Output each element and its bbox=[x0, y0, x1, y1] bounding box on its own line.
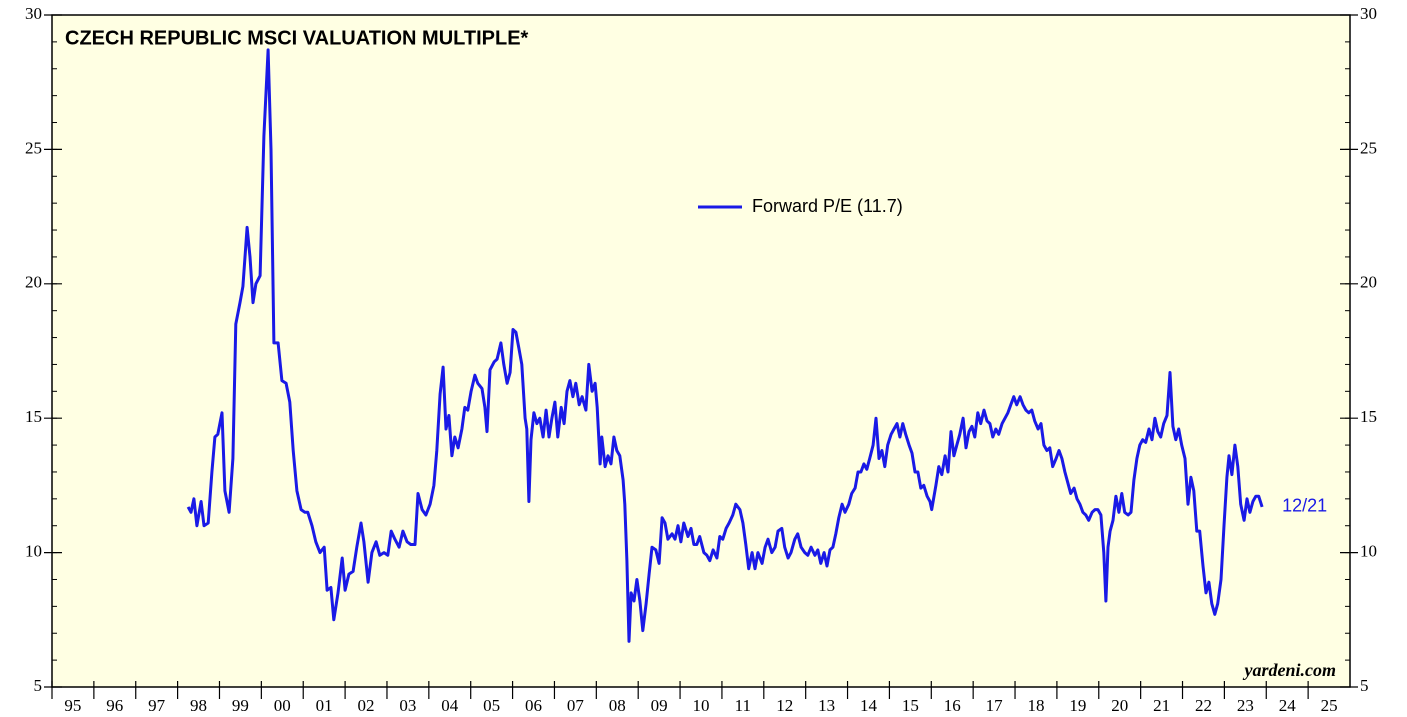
y-tick-label: 15 bbox=[25, 407, 42, 426]
y-tick-label: 5 bbox=[34, 676, 43, 695]
x-tick-label: 09 bbox=[651, 696, 668, 715]
y2-tick-label: 10 bbox=[1360, 542, 1377, 561]
x-tick-label: 07 bbox=[567, 696, 585, 715]
y2-tick-label: 25 bbox=[1360, 138, 1377, 157]
y-tick-label: 20 bbox=[25, 273, 42, 292]
y2-tick-label: 5 bbox=[1360, 676, 1369, 695]
x-tick-label: 96 bbox=[106, 696, 123, 715]
x-tick-label: 99 bbox=[232, 696, 249, 715]
legend-label: Forward P/E (11.7) bbox=[752, 196, 903, 216]
x-tick-label: 98 bbox=[190, 696, 207, 715]
x-tick-label: 08 bbox=[609, 696, 626, 715]
x-tick-label: 12 bbox=[776, 696, 793, 715]
x-tick-label: 23 bbox=[1237, 696, 1254, 715]
x-tick-label: 18 bbox=[1027, 696, 1044, 715]
x-tick-label: 21 bbox=[1153, 696, 1170, 715]
x-tick-label: 25 bbox=[1321, 696, 1338, 715]
x-tick-label: 13 bbox=[818, 696, 835, 715]
y2-tick-label: 30 bbox=[1360, 4, 1377, 23]
x-tick-label: 17 bbox=[986, 696, 1004, 715]
x-tick-label: 24 bbox=[1279, 696, 1297, 715]
series-line bbox=[186, 48, 1264, 643]
y-tick-label: 30 bbox=[25, 4, 42, 23]
x-tick-label: 06 bbox=[525, 696, 542, 715]
y2-tick-label: 15 bbox=[1360, 407, 1377, 426]
x-tick-label: 95 bbox=[64, 696, 81, 715]
chart-title: CZECH REPUBLIC MSCI VALUATION MULTIPLE* bbox=[65, 27, 529, 49]
x-tick-label: 01 bbox=[316, 696, 333, 715]
x-tick-label: 04 bbox=[441, 696, 459, 715]
x-tick-label: 97 bbox=[148, 696, 166, 715]
x-tick-label: 15 bbox=[902, 696, 919, 715]
x-tick-label: 03 bbox=[399, 696, 416, 715]
x-tick-label: 19 bbox=[1069, 696, 1086, 715]
x-tick-label: 02 bbox=[358, 696, 375, 715]
x-tick-label: 22 bbox=[1195, 696, 1212, 715]
x-tick-label: 05 bbox=[483, 696, 500, 715]
plot-area bbox=[51, 14, 1351, 688]
watermark: yardeni.com bbox=[1243, 660, 1337, 680]
x-tick-label: 10 bbox=[693, 696, 710, 715]
x-tick-label: 11 bbox=[735, 696, 751, 715]
y-tick-label: 10 bbox=[25, 542, 42, 561]
x-tick-label: 16 bbox=[944, 696, 961, 715]
annotation: 12/21 bbox=[1282, 496, 1327, 516]
y-tick-label: 25 bbox=[25, 138, 42, 157]
x-tick-label: 20 bbox=[1111, 696, 1128, 715]
y2-tick-label: 20 bbox=[1360, 273, 1377, 292]
x-tick-label: 00 bbox=[274, 696, 291, 715]
x-tick-label: 14 bbox=[860, 696, 878, 715]
